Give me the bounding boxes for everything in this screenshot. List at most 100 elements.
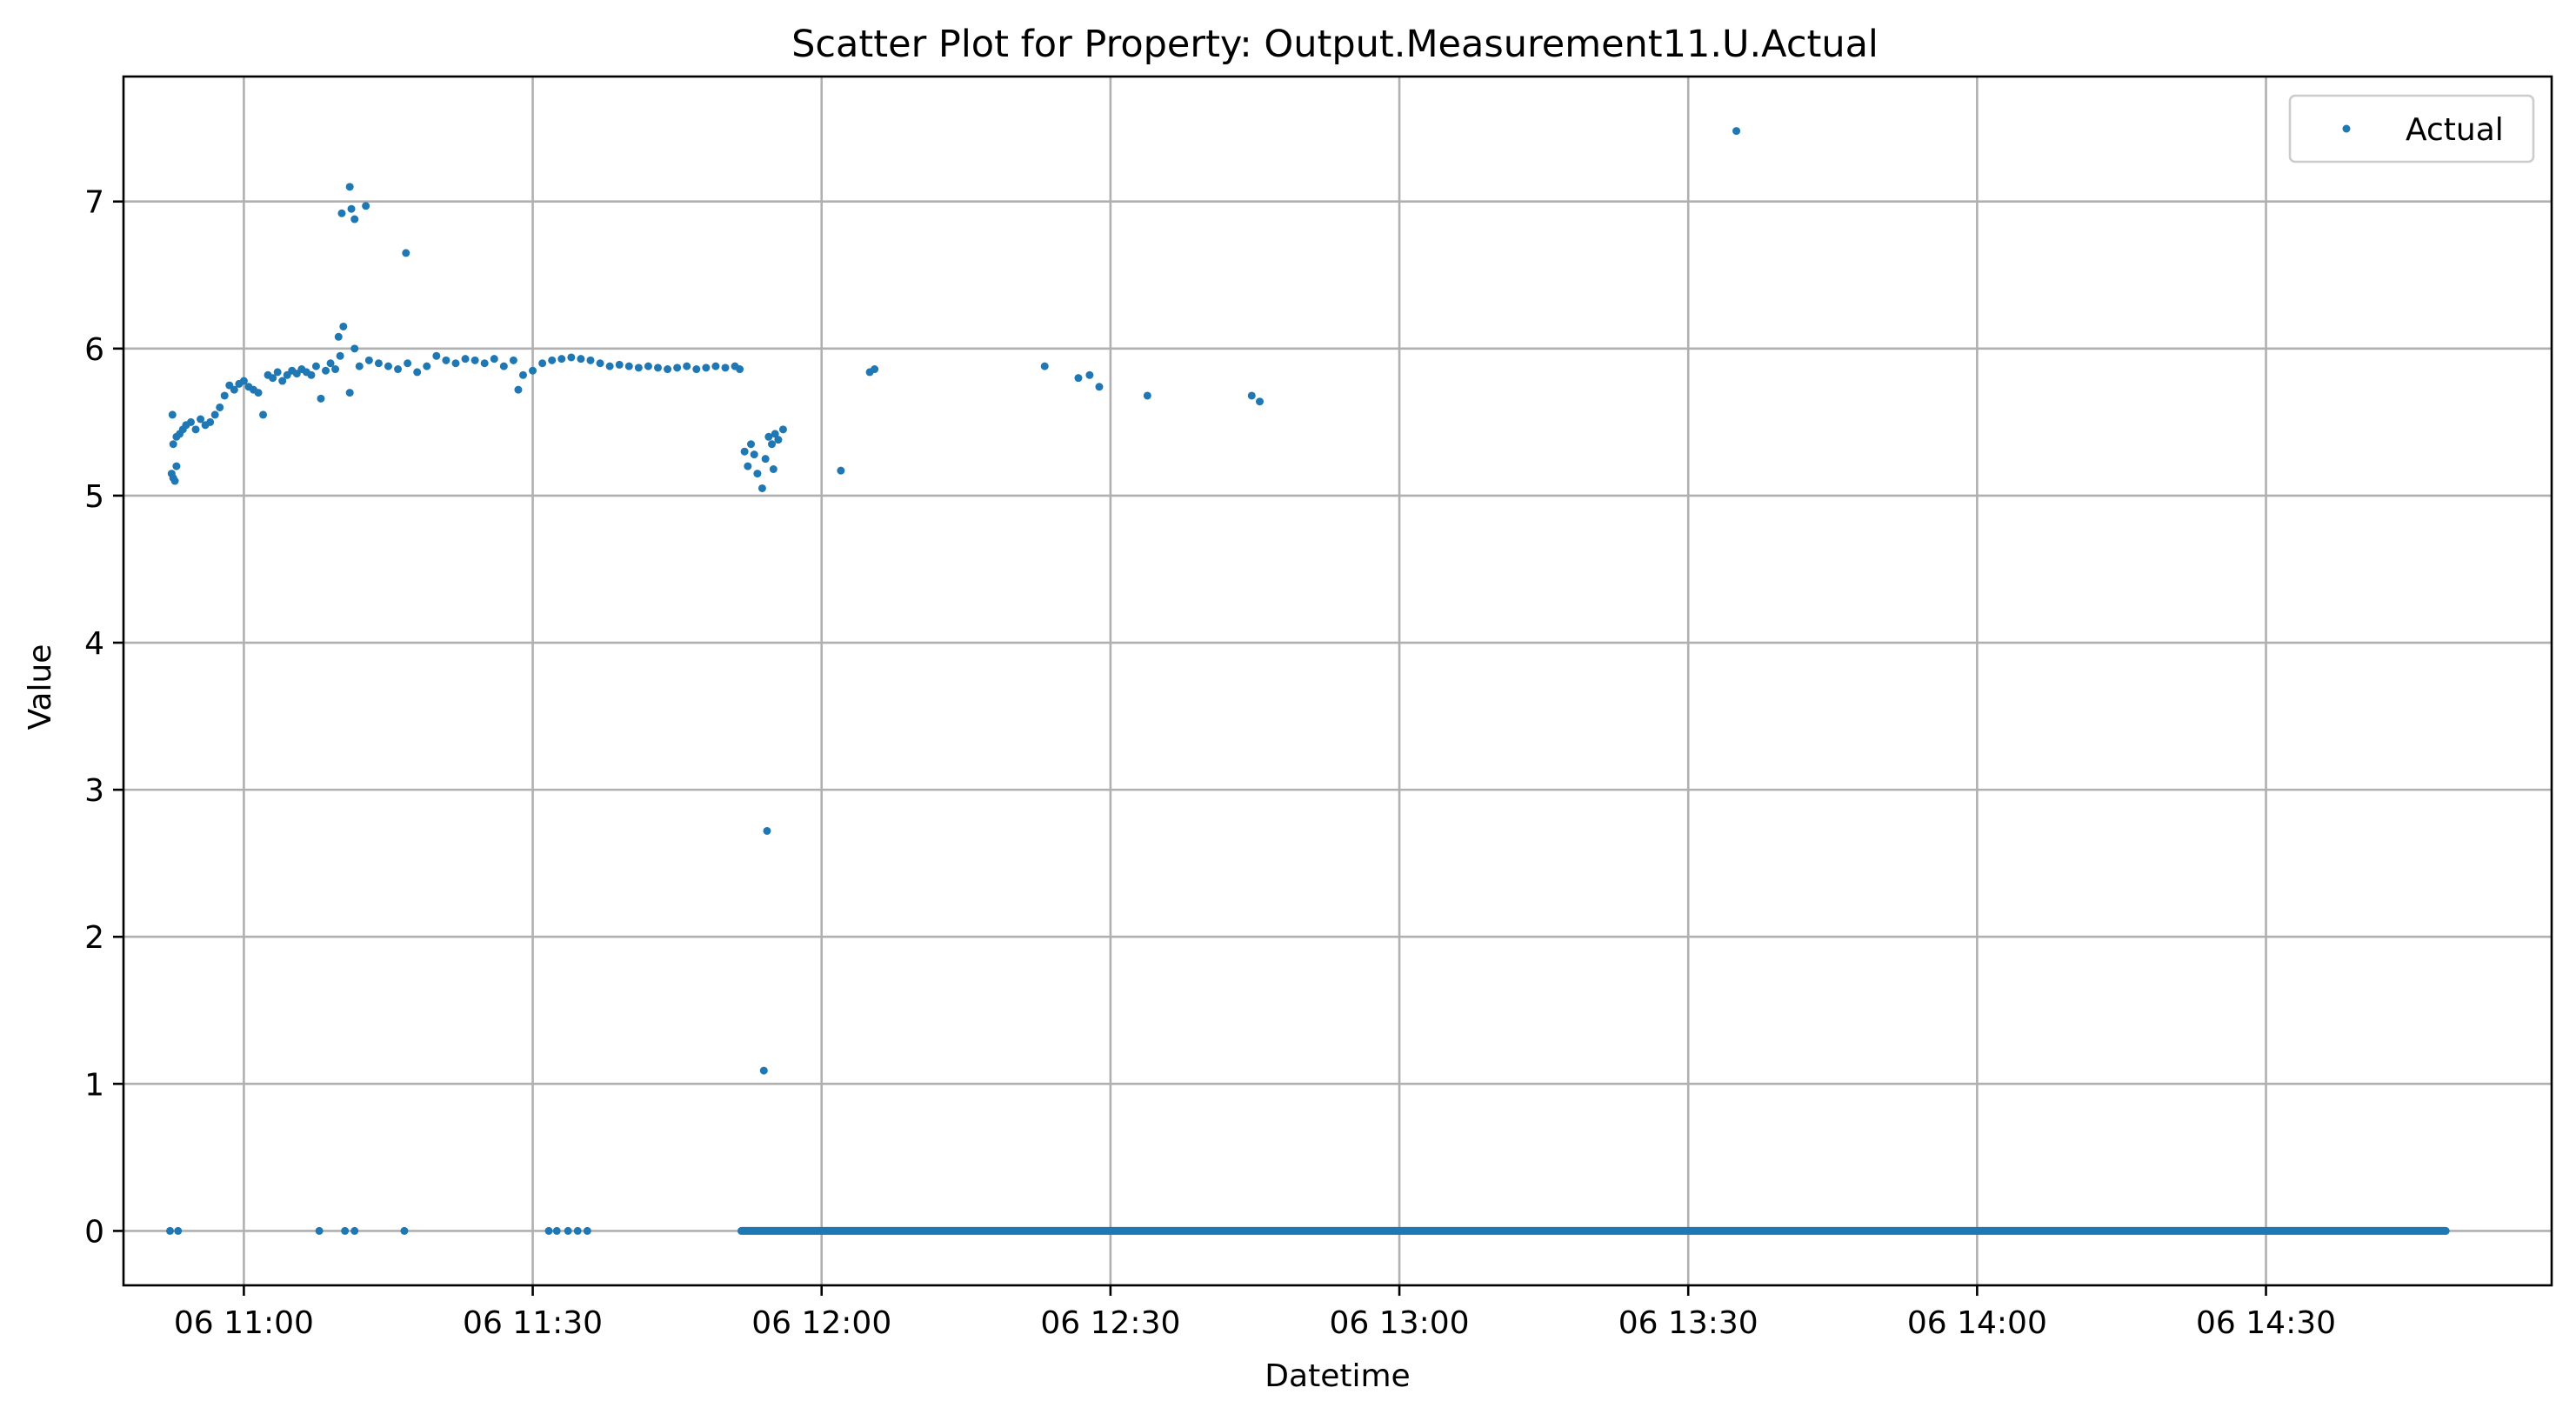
data-point [166, 1226, 175, 1235]
data-point [615, 360, 624, 369]
data-point [336, 351, 344, 360]
legend: Actual [2288, 94, 2535, 163]
grid-lines [123, 77, 2552, 1285]
data-point [747, 440, 756, 449]
legend-label-actual: Actual [2406, 112, 2504, 148]
x-tick-label: 06 12:00 [751, 1305, 891, 1341]
data-point [197, 415, 205, 424]
data-point [778, 425, 787, 434]
data-point [1256, 397, 1265, 406]
data-point [384, 362, 392, 370]
data-point [345, 389, 354, 397]
data-point [605, 362, 614, 370]
data-point [624, 362, 633, 370]
x-tick-label: 06 14:00 [1907, 1305, 2047, 1341]
data-point [480, 359, 489, 368]
x-tick-label: 06 12:30 [1040, 1305, 1180, 1341]
data-point [169, 440, 177, 449]
data-point [573, 1226, 582, 1235]
data-point [673, 364, 682, 372]
y-tick-label: 7 [84, 185, 104, 221]
data-point [216, 403, 224, 411]
data-point [355, 362, 364, 370]
legend-marker [2342, 124, 2351, 133]
data-point [307, 370, 316, 379]
data-point [583, 1226, 591, 1235]
data-point [711, 362, 720, 370]
data-point [210, 410, 219, 419]
x-tick-label: 06 14:30 [2196, 1305, 2336, 1341]
data-point [702, 364, 711, 372]
y-tick-label: 6 [84, 332, 104, 368]
data-point [544, 1226, 553, 1235]
data-point [404, 359, 412, 368]
chart-title: Scatter Plot for Property: Output.Measur… [791, 23, 1879, 66]
data-point [191, 425, 200, 434]
data-point [596, 359, 604, 368]
data-point [564, 1226, 572, 1235]
data-point [230, 385, 238, 394]
data-point [172, 462, 181, 470]
data-point [350, 1226, 359, 1235]
data-point [771, 430, 779, 438]
data-point [644, 362, 652, 370]
data-point [577, 355, 585, 364]
data-point [174, 1226, 183, 1235]
data-point [400, 1226, 409, 1235]
data-point [273, 368, 282, 377]
data-point [345, 183, 354, 191]
data-point [311, 362, 320, 370]
data-point [768, 440, 777, 449]
data-point [1732, 127, 1741, 136]
data-point [721, 364, 730, 372]
data-point [254, 389, 263, 397]
y-tick-label: 0 [84, 1214, 104, 1250]
data-point [451, 359, 460, 368]
x-tick-label: 06 11:00 [174, 1305, 314, 1341]
data-point [347, 204, 356, 213]
data-point [239, 377, 248, 385]
data-point [736, 365, 744, 374]
data-point [331, 365, 340, 374]
data-point [339, 322, 348, 330]
data-point [220, 391, 229, 400]
data-point [683, 362, 691, 370]
y-tick-label: 3 [84, 773, 104, 809]
data-point [744, 462, 752, 470]
data-point [1074, 374, 1083, 383]
data-point [586, 356, 595, 364]
data-point [334, 332, 343, 341]
data-point [514, 385, 523, 394]
data-point [168, 410, 177, 419]
data-point [1143, 391, 1151, 400]
data-point [259, 410, 268, 419]
data-point [538, 359, 547, 368]
data-point [653, 364, 662, 372]
data-point [518, 370, 527, 379]
data-point [350, 215, 359, 223]
data-point [740, 447, 749, 456]
data-point [1085, 370, 1094, 379]
data-point [548, 356, 557, 364]
data-point [761, 455, 770, 464]
data-point [837, 466, 845, 475]
data-point [764, 432, 773, 441]
data-point [1247, 391, 1256, 400]
data-point [170, 477, 179, 485]
legend-box [2288, 94, 2535, 163]
data-point [634, 364, 643, 372]
data-point [187, 417, 196, 426]
data-point [432, 351, 441, 360]
data-point [326, 359, 335, 368]
data-point [757, 484, 766, 492]
data-point [753, 470, 762, 478]
data-point [692, 365, 701, 374]
data-point [337, 209, 346, 217]
data-point [1095, 383, 1104, 391]
data-point [442, 356, 450, 364]
data-point [567, 353, 576, 362]
y-axis-ticks: 0 1 2 3 4 5 6 7 [84, 185, 123, 1250]
data-point [529, 366, 537, 375]
